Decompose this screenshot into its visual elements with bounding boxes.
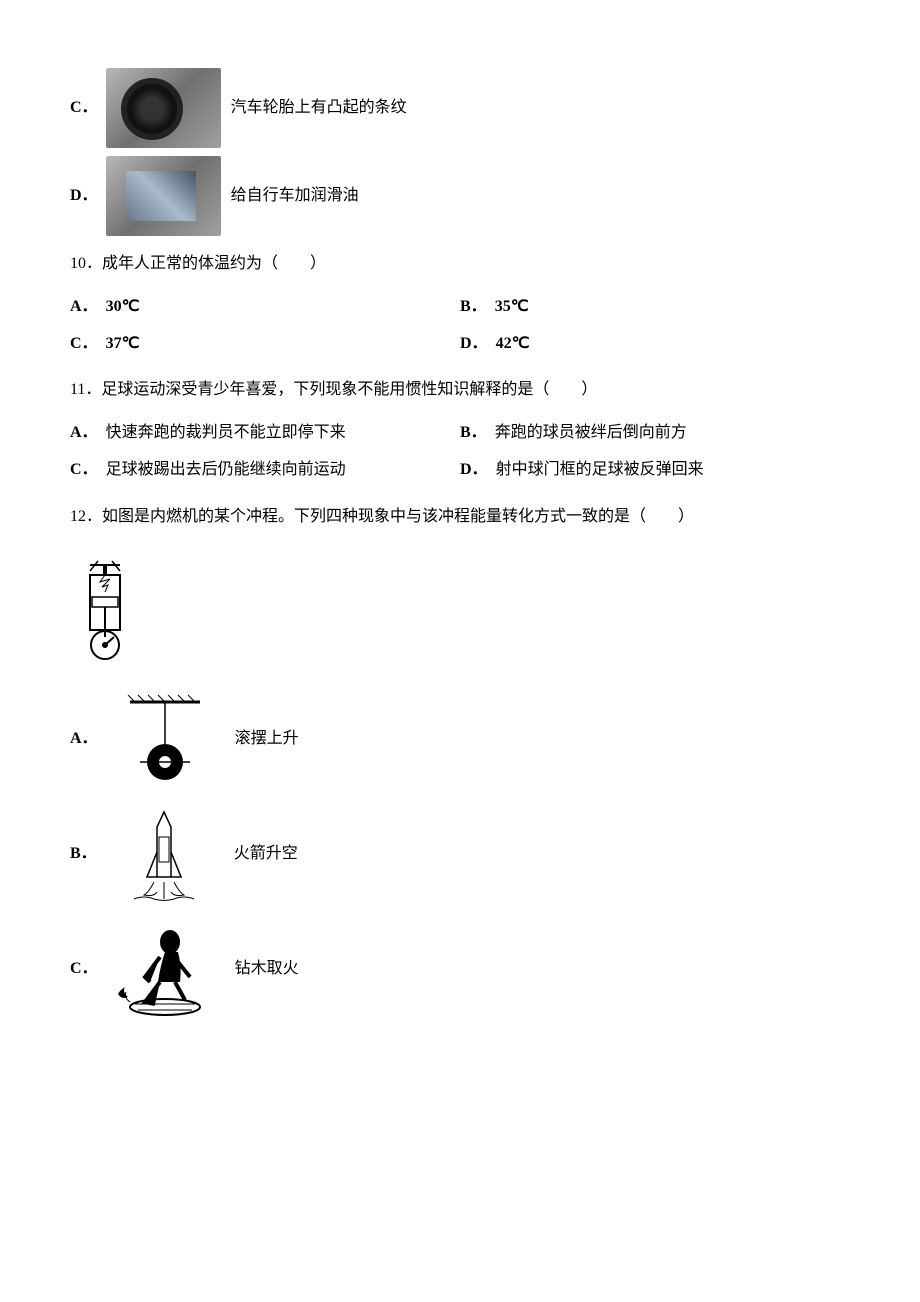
q12-option-b: B． 火箭升空 [70, 802, 850, 907]
option-text: 快速奔跑的裁判员不能立即停下来 [106, 424, 346, 441]
q10-option-c: C． 37℃ [70, 330, 460, 359]
option-text: 滚摆上升 [235, 725, 299, 754]
option-text: 足球被踢出去后仍能继续向前运动 [106, 461, 346, 478]
option-text: 30℃ [106, 298, 140, 315]
pendulum-svg-icon [110, 692, 220, 787]
option-text: 37℃ [106, 335, 140, 352]
option-label: B． [460, 298, 487, 315]
q9-option-c: C． 汽车轮胎上有凸起的条纹 [70, 68, 850, 148]
option-text: 射中球门框的足球被反弹回来 [496, 461, 704, 478]
fire-drill-svg-icon [110, 922, 220, 1017]
option-label: D． [460, 461, 488, 478]
q10-option-b: B． 35℃ [460, 293, 850, 322]
question-number: 11． [70, 381, 101, 398]
q9-option-d: D． 给自行车加润滑油 [70, 156, 850, 236]
option-label: D． [70, 182, 98, 211]
option-label: A． [70, 298, 98, 315]
option-label: C． [70, 94, 98, 123]
question-11: 11．足球运动深受青少年喜爱，下列现象不能用惯性知识解释的是（ ） [70, 376, 850, 405]
q10-option-a: A． 30℃ [70, 293, 460, 322]
question-text: 成年人正常的体温约为（ ） [102, 255, 326, 272]
q11-option-a: A． 快速奔跑的裁判员不能立即停下来 [70, 419, 460, 448]
q12-option-a: A． 滚摆上升 [70, 687, 850, 792]
q10-option-d: D． 42℃ [460, 330, 850, 359]
option-label: B． [70, 840, 97, 869]
option-text: 汽车轮胎上有凸起的条纹 [231, 94, 407, 123]
option-text: 火箭升空 [234, 840, 298, 869]
option-label: C． [70, 461, 98, 478]
option-label: C． [70, 955, 98, 984]
q12-option-c: C． 钻木取火 [70, 917, 850, 1022]
fire-drill-diagram [110, 922, 220, 1017]
rocket-svg-icon [109, 807, 219, 912]
question-text: 如图是内燃机的某个冲程。下列四种现象中与该冲程能量转化方式一致的是（ ） [102, 508, 694, 525]
question-text: 足球运动深受青少年喜爱，下列现象不能用惯性知识解释的是（ ） [101, 381, 597, 398]
q11-option-c: C． 足球被踢出去后仍能继续向前运动 [70, 456, 460, 485]
q10-options: A． 30℃ B． 35℃ C． 37℃ D． 42℃ [70, 289, 850, 363]
tire-image [106, 68, 221, 148]
engine-stroke-diagram [70, 557, 180, 652]
question-number: 10． [70, 255, 102, 272]
option-text: 钻木取火 [235, 955, 299, 984]
question-12: 12．如图是内燃机的某个冲程。下列四种现象中与该冲程能量转化方式一致的是（ ） [70, 503, 850, 532]
rocket-diagram [109, 807, 219, 902]
option-text: 42℃ [496, 335, 530, 352]
option-label: A． [70, 424, 98, 441]
option-label: B． [460, 424, 487, 441]
q11-options: A． 快速奔跑的裁判员不能立即停下来 B． 奔跑的球员被绊后倒向前方 C． 足球被踢出… [70, 415, 850, 489]
q11-option-d: D． 射中球门框的足球被反弹回来 [460, 456, 850, 485]
bike-image [106, 156, 221, 236]
option-label: C． [70, 335, 98, 352]
option-text: 给自行车加润滑油 [231, 182, 359, 211]
option-label: A． [70, 725, 98, 754]
question-10: 10．成年人正常的体温约为（ ） [70, 250, 850, 279]
q11-option-b: B． 奔跑的球员被绊后倒向前方 [460, 419, 850, 448]
option-label: D． [460, 335, 488, 352]
pendulum-diagram [110, 692, 220, 787]
option-text: 35℃ [495, 298, 529, 315]
question-number: 12． [70, 508, 102, 525]
engine-svg-icon [70, 557, 140, 667]
option-text: 奔跑的球员被绊后倒向前方 [495, 424, 687, 441]
